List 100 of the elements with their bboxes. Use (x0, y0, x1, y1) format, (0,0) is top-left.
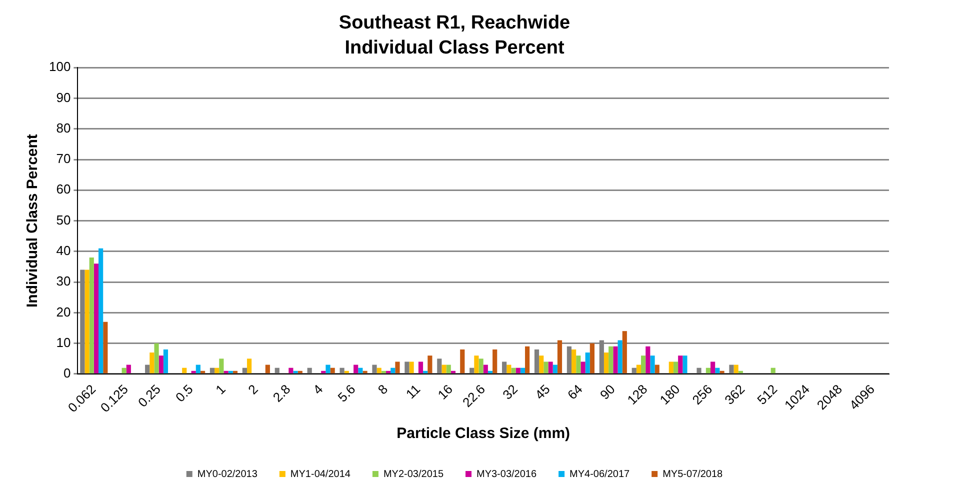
bar (326, 364, 330, 374)
bar (246, 358, 252, 374)
bar (214, 368, 220, 374)
legend-label: MY3-03/2016 (476, 468, 537, 480)
x-tick-label: 362 (722, 382, 748, 408)
bar (163, 349, 168, 374)
bar (604, 352, 609, 374)
bar (492, 349, 498, 374)
bar (613, 346, 618, 374)
legend-label: MY0-02/2013 (197, 468, 258, 480)
y-tick-label: 80 (56, 120, 71, 136)
bar (196, 364, 200, 374)
bar (585, 352, 590, 374)
legend-label: MY4-06/2017 (570, 468, 630, 480)
x-tick-label: 0.5 (172, 382, 196, 405)
bar (511, 368, 516, 374)
bar (636, 364, 642, 374)
bar (483, 364, 488, 374)
y-tick-label: 0 (63, 366, 71, 381)
y-tick-label: 50 (56, 212, 71, 228)
bar (678, 356, 683, 374)
bar (446, 364, 451, 374)
bar (715, 368, 720, 374)
bar (293, 370, 298, 374)
bar (94, 264, 99, 374)
bar (734, 364, 738, 374)
x-tick-label: 8 (374, 382, 391, 398)
x-tick-label: 5.6 (334, 382, 358, 405)
bar (641, 356, 646, 374)
x-axis-title: Particle Class Size (mm) (396, 425, 570, 442)
bar (557, 340, 562, 374)
legend-label: MY5-07/2018 (662, 468, 724, 480)
bar (89, 258, 94, 374)
bar (390, 368, 396, 374)
bar (520, 368, 525, 374)
bar (224, 370, 228, 374)
bar (122, 368, 126, 374)
x-tick-label: 16 (434, 382, 456, 402)
y-tick-label: 10 (56, 334, 71, 350)
bar (646, 346, 650, 374)
bar (608, 346, 614, 374)
bar (354, 364, 358, 374)
bar (442, 364, 446, 374)
bar (682, 356, 688, 374)
bar (622, 331, 627, 374)
bar (98, 248, 104, 374)
bar (618, 340, 622, 374)
bar (548, 362, 553, 374)
x-tick-label: 2 (245, 382, 261, 398)
bar (673, 362, 678, 374)
bar (590, 343, 594, 374)
bar (409, 362, 414, 374)
x-tick-label: 180 (656, 382, 683, 408)
y-tick-label: 70 (56, 151, 71, 166)
bar (654, 364, 660, 374)
legend-label: MY1-04/2014 (290, 468, 351, 480)
bar (539, 356, 544, 374)
bar (362, 370, 368, 374)
y-tick-label: 100 (48, 59, 71, 74)
bar (150, 352, 154, 374)
y-tick-label: 30 (56, 274, 71, 289)
x-tick-label: 128 (624, 382, 650, 408)
bar (720, 370, 724, 374)
bar (182, 368, 187, 374)
y-axis-title: Individual Class Percent (24, 134, 42, 308)
x-tick-label: 2.8 (270, 382, 294, 405)
y-tick-label: 20 (56, 304, 71, 320)
bar (478, 358, 484, 374)
x-tick-label: 1 (212, 382, 228, 398)
y-tick-label: 60 (56, 182, 71, 197)
y-tick-label: 40 (56, 243, 71, 258)
bar (265, 364, 270, 374)
x-tick-label: 64 (564, 382, 586, 402)
bar (516, 368, 520, 374)
bar (580, 362, 586, 374)
bar (428, 356, 432, 374)
bar (84, 270, 90, 374)
x-tick-label: 45 (532, 382, 553, 402)
y-tick-label: 90 (56, 90, 71, 105)
bar (154, 343, 159, 374)
x-tick-label: 0.25 (134, 382, 164, 410)
bar (572, 349, 576, 374)
x-tick-label: 4 (310, 382, 326, 398)
x-tick-label: 256 (689, 382, 716, 408)
x-tick-label: 512 (754, 382, 780, 408)
bar (395, 362, 400, 374)
x-tick-label: 32 (500, 382, 520, 402)
bar (288, 368, 294, 374)
bar (126, 364, 131, 374)
bar (650, 356, 655, 374)
bar (576, 356, 581, 374)
bar (770, 368, 776, 374)
bar (706, 368, 711, 374)
bar (158, 356, 164, 374)
bar (524, 346, 530, 374)
x-tick-label: 90 (596, 382, 618, 402)
bar (358, 368, 363, 374)
bar (460, 349, 465, 374)
chart-subtitle: Individual Class Percent (344, 37, 565, 58)
chart-title: Southeast R1, Reachwide (338, 12, 570, 34)
